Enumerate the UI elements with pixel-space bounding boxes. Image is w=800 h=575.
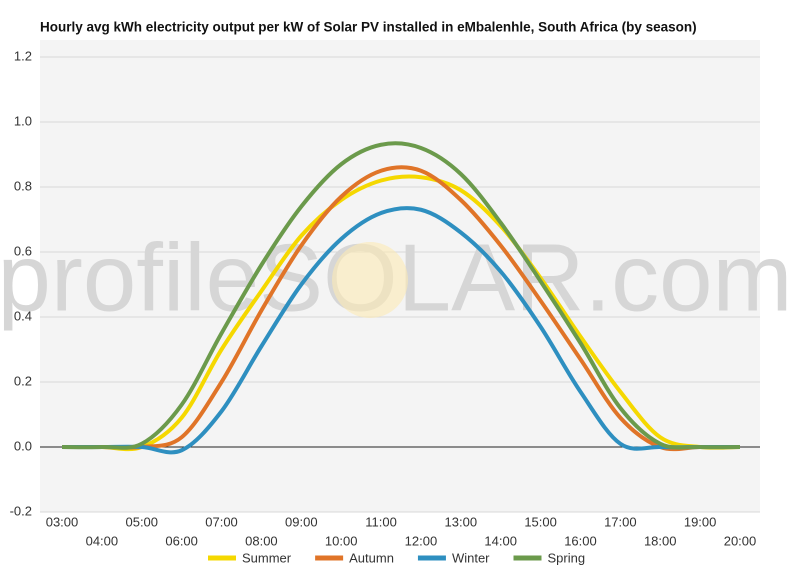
series-line [62, 206, 740, 455]
x-tick-label: 13:00 [445, 514, 478, 529]
x-tick-label: 16:00 [564, 533, 597, 548]
x-tick-label: 15:00 [524, 514, 557, 529]
y-tick-label: 0.6 [14, 243, 32, 258]
y-tick-label: 1.0 [14, 113, 32, 128]
series-line [61, 141, 741, 450]
y-tick-label: 0.2 [14, 373, 32, 388]
y-tick-label: 0.0 [14, 438, 32, 453]
x-tick-label: 07:00 [205, 514, 238, 529]
x-tick-label: 09:00 [285, 514, 318, 529]
x-tick-label: 10:00 [325, 533, 358, 548]
x-tick-label: 06:00 [165, 533, 198, 548]
x-tick-label: 03:00 [46, 514, 79, 529]
x-tick-label: 20:00 [724, 533, 757, 548]
y-tick-label: 0.8 [14, 178, 32, 193]
y-tick-label: -0.2 [10, 503, 32, 518]
x-tick-label: 18:00 [644, 533, 677, 548]
x-tick-label: 04:00 [86, 533, 119, 548]
x-tick-label: 12:00 [405, 533, 438, 548]
legend-label: Autumn [349, 550, 394, 565]
x-tick-label: 05:00 [125, 514, 158, 529]
legend-label: Summer [242, 550, 292, 565]
x-tick-label: 11:00 [365, 514, 397, 529]
watermark-sun [332, 242, 408, 318]
x-tick-label: 19:00 [684, 514, 717, 529]
x-tick-label: 08:00 [245, 533, 278, 548]
series-line [62, 165, 740, 452]
legend-label: Spring [548, 550, 586, 565]
x-tick-label: 17:00 [604, 514, 637, 529]
x-tick-label: 14:00 [484, 533, 517, 548]
y-tick-label: 0.4 [14, 308, 32, 323]
legend-label: Winter [452, 550, 490, 565]
y-tick-label: 1.2 [14, 48, 32, 63]
chart-title: Hourly avg kWh electricity output per kW… [40, 20, 697, 35]
series-line [62, 174, 741, 452]
